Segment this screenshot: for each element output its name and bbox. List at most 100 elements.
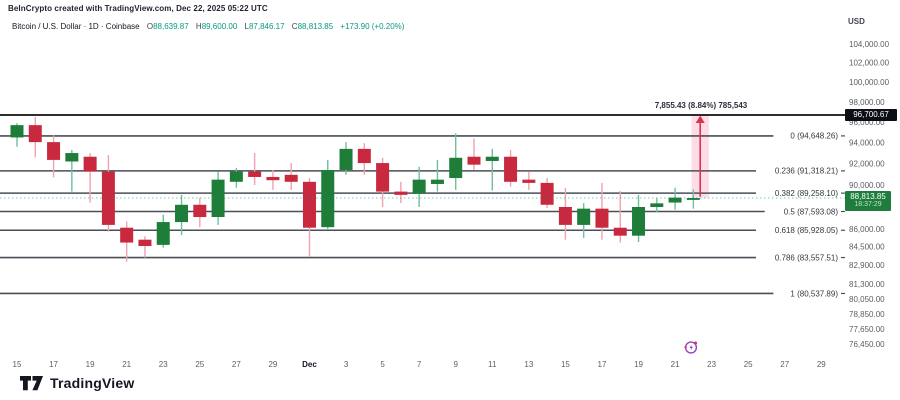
candle-body[interactable] [65, 153, 79, 162]
x-axis-tick-label[interactable]: Dec [302, 360, 317, 369]
x-axis-tick-label[interactable]: 11 [488, 360, 497, 369]
y-axis-tick-label[interactable]: 77,650.00 [849, 325, 885, 334]
fib-level-label: 0.5 (87,593.08) [784, 207, 839, 216]
y-axis-tick-label[interactable]: 82,900.00 [849, 261, 885, 270]
candle-body[interactable] [467, 156, 481, 165]
close-value: 88,813.85 [297, 22, 334, 31]
x-axis-tick-label[interactable]: 9 [453, 360, 458, 369]
x-axis-tick-label[interactable]: 21 [122, 360, 131, 369]
candle-body[interactable] [613, 227, 627, 236]
x-axis-tick-label[interactable]: 19 [634, 360, 643, 369]
candle-body[interactable] [577, 208, 591, 225]
candle-body[interactable] [321, 169, 335, 228]
y-axis-tick-label[interactable]: 102,000.00 [849, 59, 890, 68]
last-price-value: 88,813.85 [850, 192, 886, 201]
candle-body[interactable] [595, 208, 609, 228]
open-label: O [146, 22, 154, 31]
candle-body[interactable] [266, 176, 280, 181]
x-axis-tick-label[interactable]: 17 [598, 360, 607, 369]
watermark-text: BeInCrypto created with TradingView.com,… [8, 4, 268, 13]
candle-body[interactable] [686, 198, 700, 200]
tradingview-logo[interactable]: TradingView [20, 375, 134, 391]
x-axis-tick-label[interactable]: 27 [780, 360, 789, 369]
candle-body[interactable] [632, 206, 646, 236]
fib-level-label: 0.618 (85,928.05) [775, 226, 838, 235]
x-axis-tick-label[interactable]: 3 [344, 360, 349, 369]
candle-body[interactable] [522, 179, 536, 183]
x-axis-tick-label[interactable]: 15 [561, 360, 570, 369]
candle-body[interactable] [120, 227, 134, 243]
candle-body[interactable] [229, 171, 243, 182]
x-axis-tick-label[interactable]: 13 [524, 360, 533, 369]
change-value: +173.90 (+0.20%) [340, 22, 405, 31]
x-axis-tick-label[interactable]: 25 [744, 360, 753, 369]
candle-body[interactable] [47, 142, 61, 160]
y-axis-tick-label[interactable]: 98,000.00 [849, 98, 885, 107]
candle-body[interactable] [558, 206, 572, 225]
y-axis-tick-label[interactable]: 100,000.00 [849, 78, 890, 87]
x-axis-tick-label[interactable]: 29 [268, 360, 277, 369]
x-axis-tick-label[interactable]: 21 [671, 360, 680, 369]
candle-body[interactable] [357, 148, 371, 164]
candle-body[interactable] [156, 222, 170, 245]
fib-level-label: 0.382 (89,258.10) [775, 189, 838, 198]
candle-body[interactable] [248, 171, 262, 177]
price-level-badge: 96,700.67 [845, 109, 897, 121]
y-axis-tick-label[interactable]: 94,000.00 [849, 138, 885, 147]
x-axis-tick-label[interactable]: 7 [417, 360, 422, 369]
currency-label[interactable]: USD [848, 17, 865, 26]
candle-body[interactable] [449, 157, 463, 179]
x-axis-tick-label[interactable]: 25 [195, 360, 204, 369]
candle-body[interactable] [412, 179, 426, 194]
candle-body[interactable] [83, 156, 97, 172]
fib-level-label: 0 (94,648.26) [790, 132, 838, 141]
candle-body[interactable] [485, 156, 499, 161]
y-axis-tick-label[interactable]: 78,850.00 [849, 310, 885, 319]
x-axis-tick-label[interactable]: 5 [380, 360, 385, 369]
x-axis-tick-label[interactable]: 15 [13, 360, 22, 369]
candle-body[interactable] [394, 191, 408, 195]
candle-body[interactable] [211, 179, 225, 218]
y-axis-tick-label[interactable]: 92,000.00 [849, 159, 885, 168]
candle-body[interactable] [668, 197, 682, 203]
candle-body[interactable] [28, 125, 42, 143]
high-value: 89,600.00 [201, 22, 238, 31]
candle-body[interactable] [339, 148, 353, 170]
candle-body[interactable] [284, 174, 298, 182]
candle-body[interactable] [10, 125, 24, 138]
y-axis-tick-label[interactable]: 84,500.00 [849, 242, 885, 251]
x-axis-tick-label[interactable]: 19 [86, 360, 95, 369]
y-axis-tick-label[interactable]: 81,300.00 [849, 280, 885, 289]
candle-body[interactable] [138, 239, 152, 247]
candle-body[interactable] [193, 204, 207, 218]
x-axis-tick-label[interactable]: 29 [817, 360, 826, 369]
x-axis-tick-label[interactable]: 17 [49, 360, 58, 369]
y-axis-tick-label[interactable]: 104,000.00 [849, 40, 890, 49]
y-axis-tick-label[interactable]: 76,450.00 [849, 340, 885, 349]
y-axis-tick-label[interactable]: 80,050.00 [849, 295, 885, 304]
bar-countdown: 18:37:29 [854, 201, 882, 208]
low-label: L [244, 22, 249, 31]
x-axis-tick-label[interactable]: 23 [159, 360, 168, 369]
y-axis-tick-label[interactable]: 96,000.00 [849, 118, 885, 127]
economic-event-icon[interactable] [683, 339, 699, 360]
symbol-legend[interactable]: Bitcoin / U.S. Dollar · 1D · Coinbase O8… [12, 22, 404, 31]
close-label: C [291, 22, 298, 31]
tradingview-logo-text: TradingView [50, 375, 135, 391]
x-axis-tick-label[interactable]: 27 [232, 360, 241, 369]
candle-body[interactable] [540, 182, 554, 205]
candle-body[interactable] [504, 156, 518, 182]
fib-level-label: 0.236 (91,318.21) [775, 167, 838, 176]
y-axis-tick-label[interactable]: 90,000.00 [849, 181, 885, 190]
candle-body[interactable] [302, 181, 316, 228]
low-value: 87,846.17 [248, 22, 285, 31]
measurement-label: 7,855.43 (8.84%) 785,543 [654, 101, 748, 110]
x-axis-tick-label[interactable]: 23 [707, 360, 716, 369]
candle-body[interactable] [650, 203, 664, 207]
candle-body[interactable] [376, 163, 390, 192]
tradingview-logo-icon [20, 375, 43, 390]
candle-body[interactable] [430, 179, 444, 184]
candle-body[interactable] [175, 204, 189, 223]
y-axis-tick-label[interactable]: 86,000.00 [849, 225, 885, 234]
